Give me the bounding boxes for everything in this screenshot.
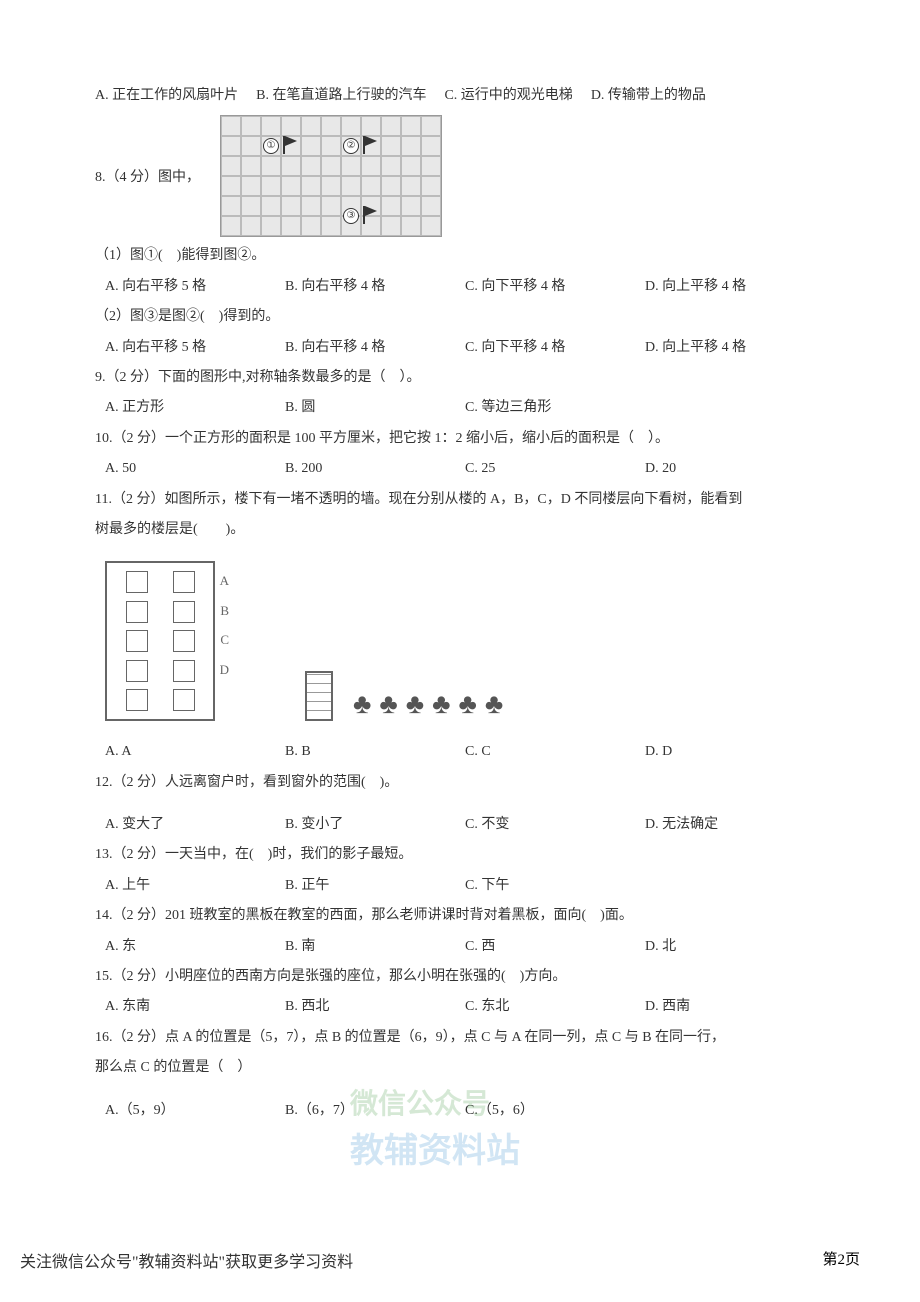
q12-c: C. 不变 [465,814,645,836]
floor-label-a: A [220,573,229,589]
q7-opt-d: D. 传输带上的物品 [591,85,706,107]
q8-stem-row: 8.（4 分）图中， ① ② ③ [95,115,825,237]
footer: 关注微信公众号"教辅资料站"获取更多学习资料 第2页 [20,1248,860,1272]
q8-sub1-d: D. 向上平移 4 格 [645,276,825,298]
wall-icon [305,671,333,721]
watermark-2: 教辅资料站 [350,1123,520,1172]
building-icon: A B C D [105,561,215,721]
q8-sub1-a: A. 向右平移 5 格 [95,276,285,298]
q11-stem1: 11.（2 分）如图所示，楼下有一堵不透明的墙。现在分别从楼的 A，B，C，D … [95,489,825,511]
q11-options: A. A B. B C. C D. D [95,741,825,763]
q12-d: D. 无法确定 [645,814,825,836]
flag-icon-3 [361,206,379,224]
q15-d: D. 西南 [645,996,825,1018]
q8-sub2-d: D. 向上平移 4 格 [645,337,825,359]
q10-c: C. 25 [465,458,645,480]
q9-a: A. 正方形 [95,397,285,419]
q15-a: A. 东南 [95,996,285,1018]
q14-options: A. 东 B. 南 C. 西 D. 北 [95,936,825,958]
q8-sub2-stem: （2）图③是图②( )得到的。 [95,306,825,328]
q10-stem: 10.（2 分）一个正方形的面积是 100 平方厘米，把它按 1：2 缩小后，缩… [95,428,825,450]
q14-d: D. 北 [645,936,825,958]
q13-a: A. 上午 [95,875,285,897]
q11-stem2: 树最多的楼层是( )。 [95,519,825,541]
q8-sub2-b: B. 向右平移 4 格 [285,337,465,359]
flag-icon-1 [281,136,299,154]
q16-stem1: 16.（2 分）点 A 的位置是（5，7），点 B 的位置是（6，9），点 C … [95,1027,825,1049]
q9-b: B. 圆 [285,397,465,419]
q15-stem: 15.（2 分）小明座位的西南方向是张强的座位，那么小明在张强的( )方向。 [95,966,825,988]
q8-sub2-a: A. 向右平移 5 格 [95,337,285,359]
q7-options: A. 正在工作的风扇叶片 B. 在笔直道路上行驶的汽车 C. 运行中的观光电梯 … [95,85,825,107]
q14-stem: 14.（2 分）201 班教室的黑板在教室的西面，那么老师讲课时背对着黑板，面向… [95,905,825,927]
q10-a: A. 50 [95,458,285,480]
q8-sub2-options: A. 向右平移 5 格 B. 向右平移 4 格 C. 向下平移 4 格 D. 向… [95,337,825,359]
trees-icon: ♣♣♣♣♣♣ [353,689,503,721]
q15-b: B. 西北 [285,996,465,1018]
q9-options: A. 正方形 B. 圆 C. 等边三角形 [95,397,825,419]
q12-a: A. 变大了 [95,814,285,836]
floor-label-b: B [220,603,229,619]
q11-a: A. A [95,741,285,763]
q9-stem: 9.（2 分）下面的图形中,对称轴条数最多的是（ ）。 [95,367,825,389]
q8-sub2-c: C. 向下平移 4 格 [465,337,645,359]
q8-grid-figure: ① ② ③ [220,115,442,237]
floor-label-d: D [220,662,229,678]
q10-options: A. 50 B. 200 C. 25 D. 20 [95,458,825,480]
q8-stem-left: 8.（4 分）图中， [95,166,200,186]
floor-label-c: C [220,632,229,648]
q8-sub1-b: B. 向右平移 4 格 [285,276,465,298]
q13-b: B. 正午 [285,875,465,897]
page-number: 第2页 [822,1248,860,1272]
q11-d: D. D [645,741,825,763]
q8-sub1-stem: （1）图①( )能得到图②。 [95,245,825,267]
q15-c: C. 东北 [465,996,645,1018]
q8-sub1-c: C. 向下平移 4 格 [465,276,645,298]
q16-options: A.（5，9） B.（6，7） C.（5，6） [95,1100,825,1122]
q12-stem: 12.（2 分）人远离窗户时，看到窗外的范围( )。 [95,772,825,794]
flag-icon-2 [361,136,379,154]
q11-b: B. B [285,741,465,763]
q16-c: C.（5，6） [465,1100,645,1122]
q11-diagram: A B C D ♣♣♣♣♣♣ [105,551,825,721]
q7-opt-b: B. 在笔直道路上行驶的汽车 [256,85,426,107]
q16-stem2: 那么点 C 的位置是（ ） [95,1057,825,1079]
q12-options: A. 变大了 B. 变小了 C. 不变 D. 无法确定 [95,814,825,836]
q14-a: A. 东 [95,936,285,958]
q11-c: C. C [465,741,645,763]
q10-b: B. 200 [285,458,465,480]
q13-c: C. 下午 [465,875,645,897]
footer-note: 关注微信公众号"教辅资料站"获取更多学习资料 [20,1248,353,1272]
q13-options: A. 上午 B. 正午 C. 下午 [95,875,825,897]
q7-opt-a: A. 正在工作的风扇叶片 [95,85,238,107]
q12-b: B. 变小了 [285,814,465,836]
q16-a: A.（5，9） [95,1100,285,1122]
q13-stem: 13.（2 分）一天当中，在( )时，我们的影子最短。 [95,844,825,866]
q7-opt-c: C. 运行中的观光电梯 [444,85,572,107]
q9-c: C. 等边三角形 [465,397,645,419]
q16-b: B.（6，7） [285,1100,465,1122]
q14-b: B. 南 [285,936,465,958]
q15-options: A. 东南 B. 西北 C. 东北 D. 西南 [95,996,825,1018]
q14-c: C. 西 [465,936,645,958]
q10-d: D. 20 [645,458,825,480]
q8-sub1-options: A. 向右平移 5 格 B. 向右平移 4 格 C. 向下平移 4 格 D. 向… [95,276,825,298]
